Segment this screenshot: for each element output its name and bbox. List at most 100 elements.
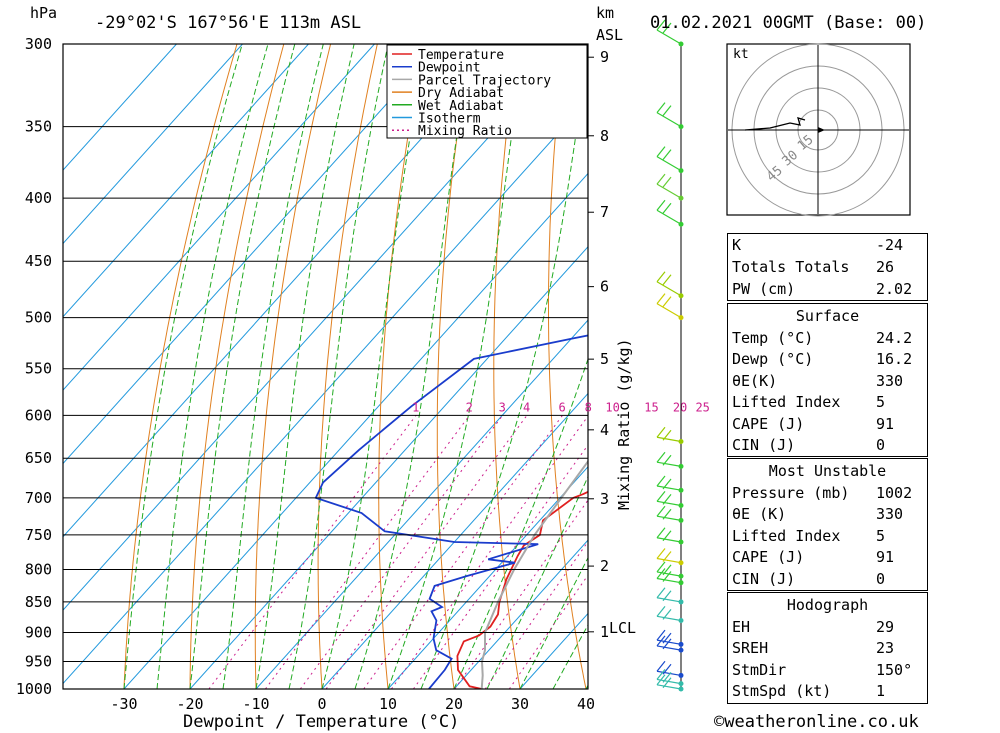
mixing-ratio-line xyxy=(299,415,504,689)
wind-barb-flag xyxy=(656,19,666,31)
wind-barb-staff xyxy=(656,500,682,507)
wind-barb-staff xyxy=(656,112,682,128)
wind-barb-flag xyxy=(662,638,672,650)
wind-barb xyxy=(656,674,684,692)
wind-barb-flag xyxy=(656,587,666,599)
wind-barb xyxy=(656,173,684,201)
pressure-tick-label: 600 xyxy=(25,406,52,424)
pressure-tick-label: 450 xyxy=(25,252,52,270)
wind-barb-flag xyxy=(662,296,672,308)
pressure-tick-label: 950 xyxy=(25,653,52,671)
wet-adiabat-line xyxy=(354,44,473,689)
pressure-tick-label: 550 xyxy=(25,360,52,378)
dry-adiabat-line xyxy=(939,44,1000,689)
mu-row: Lifted Index 5 xyxy=(732,527,886,545)
mixing-ratio-label: 15 xyxy=(644,400,658,414)
wind-barb-flag xyxy=(656,173,666,185)
dry-adiabat-line xyxy=(123,44,238,689)
temperature-tick-label: 30 xyxy=(511,695,529,713)
mixing-ratio-line xyxy=(390,415,588,689)
pressure-tick-label: 750 xyxy=(25,526,52,544)
dry-adiabat-line xyxy=(493,44,521,689)
pressure-tick-label: 800 xyxy=(25,560,52,578)
mixing-ratio-axis-label: Mixing Ratio (g/kg) xyxy=(615,338,633,510)
surface-box: Surface Temp (°C) 24.2 Dewp (°C) 16.2 θE(K… xyxy=(727,303,928,457)
wind-barb-flag xyxy=(656,674,666,686)
wind-barb-flag xyxy=(656,146,666,158)
most-unstable-box: Most Unstable Pressure (mb) 1002 θE (K) 33… xyxy=(727,458,928,591)
mixing-ratio-label: 25 xyxy=(695,400,709,414)
wind-barb-flag xyxy=(662,590,672,602)
wind-barb xyxy=(656,587,684,605)
wind-barb xyxy=(656,660,684,678)
x-axis-label: Dewpoint / Temperature (°C) xyxy=(183,712,459,732)
wind-barb-flag xyxy=(656,102,666,113)
temperature-tick-label: -30 xyxy=(110,695,137,713)
wind-barb-staff xyxy=(656,597,682,603)
isotherm-line xyxy=(453,539,588,689)
pressure-axis: 300 350 400 450 500 550 600 650 700 750 800 850 900 9… xyxy=(16,35,588,698)
wind-barb-flag xyxy=(662,274,672,286)
wind-barb-flag xyxy=(656,568,666,579)
surface-title: Surface xyxy=(795,307,860,325)
mixing-ratio-label: 8 xyxy=(585,400,592,414)
pressure-tick-label: 850 xyxy=(25,593,52,611)
temperature-tick-label: -20 xyxy=(176,695,203,713)
isotherm-line xyxy=(123,172,588,689)
copyright: ©weatheronline.co.uk xyxy=(714,712,919,732)
wind-barb xyxy=(656,293,684,321)
wind-barb-flag xyxy=(662,571,672,582)
storm-motion-marker xyxy=(818,127,825,133)
wind-barb xyxy=(656,271,684,299)
wind-barb-flag xyxy=(656,475,666,487)
legend-label: Parcel Trajectory xyxy=(418,73,551,88)
wind-barb-flag xyxy=(656,629,666,641)
wind-barb-staff xyxy=(656,615,682,622)
mixing-ratio-labels: 1 2 3 4 6 8 10 15 20 25 xyxy=(412,400,710,414)
wind-barb-flag xyxy=(662,454,672,466)
mixing-ratio-label: 1 xyxy=(412,400,419,414)
wet-adiabat-line xyxy=(453,357,588,689)
pressure-tick-label: 400 xyxy=(25,189,52,207)
height-tick-label: 8 xyxy=(600,127,609,145)
mu-row: Pressure (mb) 1002 xyxy=(732,484,913,502)
hodo-row: EH 29 xyxy=(732,618,895,636)
isotherm-line xyxy=(63,99,588,685)
wind-barb-staff xyxy=(656,281,682,297)
pressure-tick-label: 500 xyxy=(25,309,52,327)
height-tick-label: 2 xyxy=(600,557,609,575)
dry-adiabat-line xyxy=(378,44,425,689)
hodo-row: SREH 23 xyxy=(732,639,895,657)
hpa-label: hPa xyxy=(30,4,57,22)
pressure-tick-label: 350 xyxy=(25,118,52,136)
wind-barb-flag xyxy=(662,530,672,542)
indices-box: K -24 Totals Totals 26 PW (cm) 2.02 xyxy=(727,233,928,301)
wind-barb-flag xyxy=(662,608,672,620)
hodo-row: StmSpd (kt) 1 xyxy=(732,682,886,700)
wind-barb-flag xyxy=(662,22,672,34)
temperature-tick-label: -10 xyxy=(242,695,269,713)
hodograph-unit: kt xyxy=(733,47,749,62)
wind-barb xyxy=(656,475,684,493)
mixing-ratio-line xyxy=(363,415,563,689)
height-axis: 1 2 3 4 5 6 7 8 9 xyxy=(588,48,609,641)
wet-adiabat-line xyxy=(420,44,588,689)
wind-barb-staff xyxy=(656,557,682,564)
dry-adiabat-line xyxy=(254,44,332,689)
index-row: K -24 xyxy=(732,236,904,254)
height-tick-label: 1 xyxy=(600,623,609,641)
wet-adiabat-line xyxy=(222,44,324,689)
dry-adiabat-line xyxy=(548,44,587,689)
km-label: km xyxy=(596,4,614,22)
surface-row: Dewp (°C) 16.2 xyxy=(732,350,913,368)
wind-barb-flag xyxy=(656,660,666,672)
wind-barb-staff xyxy=(656,461,682,467)
wind-barb-flag xyxy=(656,505,666,517)
hodograph-trace xyxy=(744,117,806,131)
index-row: PW (cm) 2.02 xyxy=(732,280,913,298)
wind-barb-staff xyxy=(656,303,682,319)
pressure-tick-label: 1000 xyxy=(16,680,52,698)
mixing-ratio-label: 6 xyxy=(558,400,565,414)
